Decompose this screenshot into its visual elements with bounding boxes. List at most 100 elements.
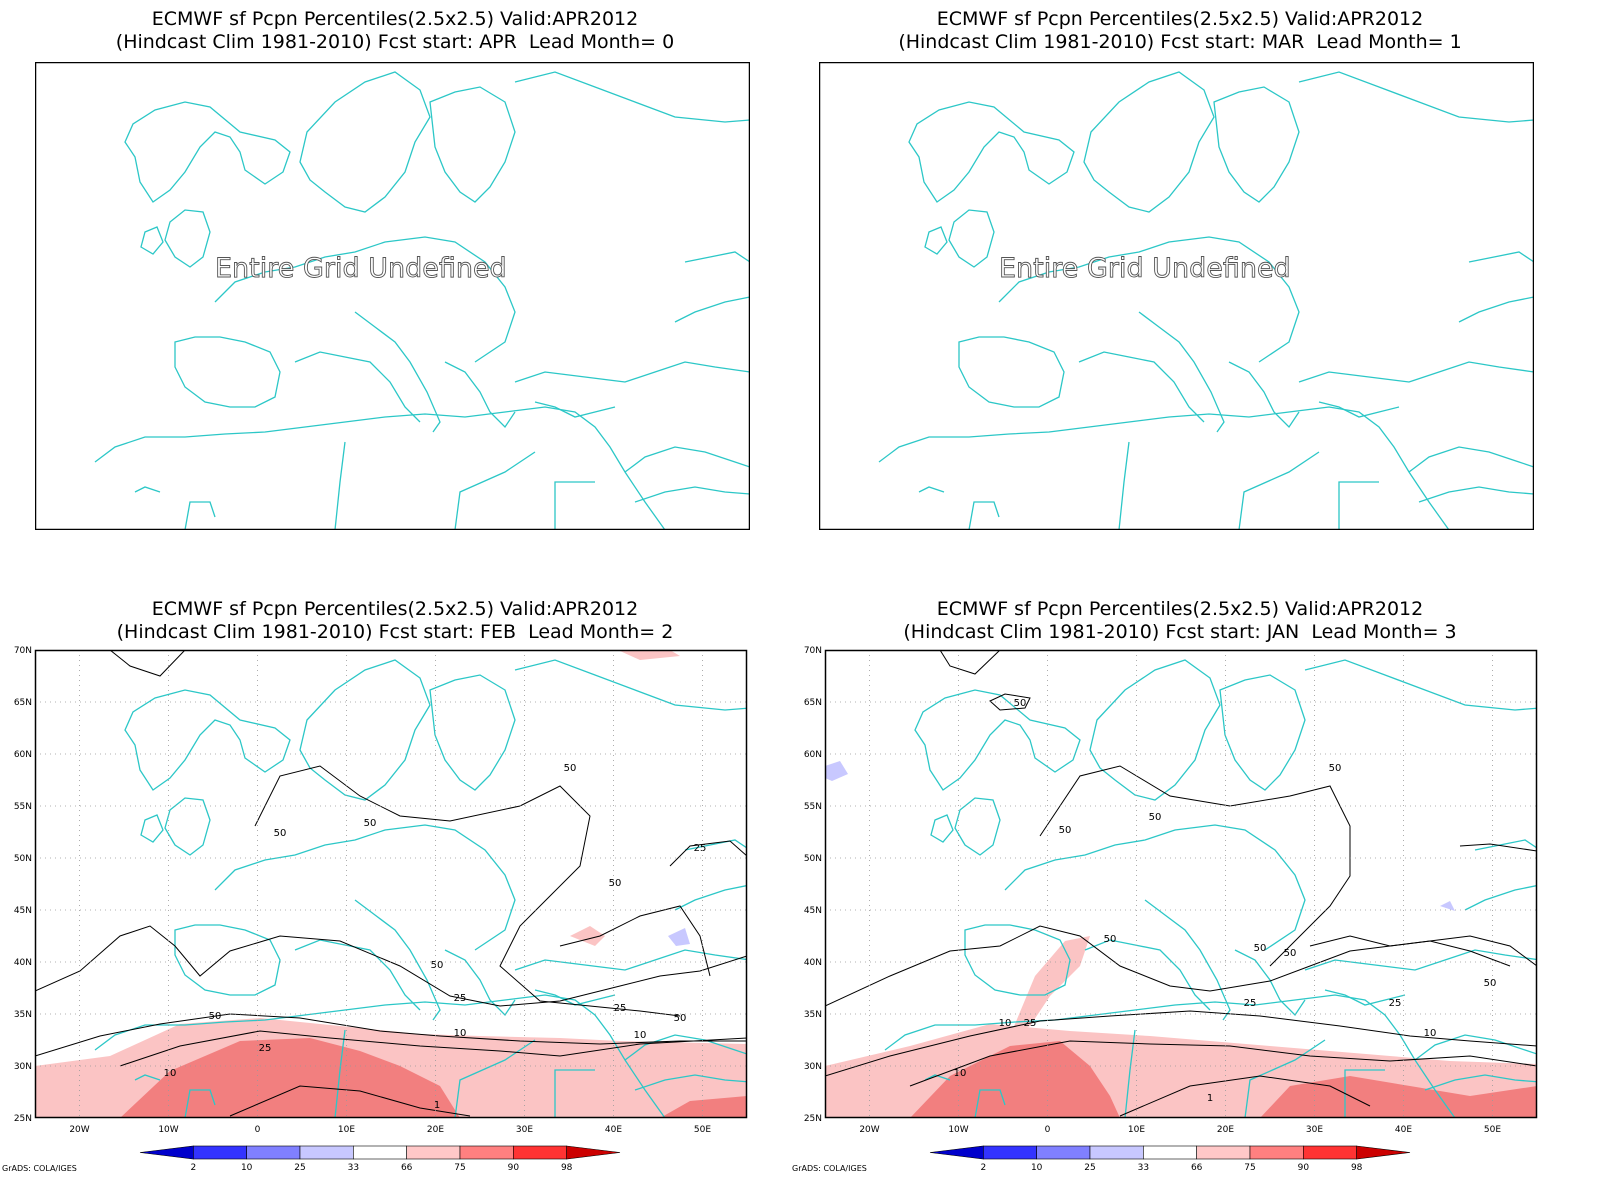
contour-line <box>1309 935 1511 967</box>
coastline-segment <box>1234 949 1306 1017</box>
coastline-segment <box>354 311 441 433</box>
coastline-segment <box>429 86 516 203</box>
lon-tick-label: 10E <box>338 1125 355 1135</box>
coastline-segment <box>140 814 164 843</box>
contour-label: 50 <box>674 1013 687 1024</box>
coastline-segment <box>1408 446 1534 473</box>
lon-tick-label: 20W <box>859 1125 879 1135</box>
coastline-segment <box>878 406 1450 530</box>
lat-tick-label: 35N <box>14 1010 32 1020</box>
contour-label: 1 <box>1207 1093 1213 1104</box>
coastline-segment <box>299 71 431 213</box>
legend-swatch <box>193 1145 247 1160</box>
lon-tick-label: 50E <box>694 1125 711 1135</box>
coastline-segment <box>429 674 516 791</box>
coastline-segment <box>134 1074 161 1081</box>
coastline-segment <box>958 336 1065 408</box>
coastline-segment <box>1298 71 1534 123</box>
lat-tick-label: 55N <box>804 802 822 812</box>
coastline-map <box>94 71 750 530</box>
lat-tick-label: 45N <box>14 906 32 916</box>
legend-break-label: 10 <box>241 1163 253 1173</box>
undefined-message: Entire Grid Undefined <box>999 253 1291 284</box>
lon-tick-label: 30E <box>1306 1125 1323 1135</box>
lon-tick-label: 30E <box>516 1125 533 1135</box>
legend-break-label: 33 <box>348 1163 359 1173</box>
contour-label: 50 <box>1059 825 1072 836</box>
legend-swatch <box>983 1145 1037 1160</box>
lon-tick-label: 20W <box>69 1125 89 1135</box>
contour-line <box>825 925 1537 1007</box>
legend-break-label: 2 <box>190 1163 196 1173</box>
legend-swatch <box>1036 1145 1091 1160</box>
legend-colorbar: 2 10 25 33 66 75 90 98 <box>139 1145 621 1173</box>
contour-label: 50 <box>564 763 577 774</box>
lat-tick-label: 40N <box>804 958 822 968</box>
lat-tick-label: 30N <box>804 1062 822 1072</box>
coastline-segment <box>134 486 161 493</box>
undefined-message: Entire Grid Undefined <box>215 253 507 284</box>
coastline-segment <box>1219 674 1306 791</box>
legend-swatch <box>1356 1145 1411 1160</box>
coastline-segment <box>1474 839 1537 851</box>
shade-90-98 <box>120 1038 747 1118</box>
contour-label: 50 <box>274 828 287 839</box>
coastline-segment <box>914 689 1081 791</box>
lat-tick-label: 35N <box>804 1010 822 1020</box>
coastline-segment <box>444 949 516 1017</box>
coastline-segment <box>454 1039 536 1118</box>
coastline-segment <box>908 101 1075 203</box>
coastline-segment <box>948 209 995 268</box>
coastline-segment <box>1304 659 1537 711</box>
panel-title-line1: ECMWF sf Pcpn Percentiles(2.5x2.5) Valid… <box>151 598 639 620</box>
coastline-segment <box>974 1089 1006 1118</box>
coastline-segment <box>294 939 421 1011</box>
legend-swatch <box>513 1145 567 1160</box>
lat-tick-label: 40N <box>14 958 32 968</box>
data-map: 50 50 50 50 50 25 25 25 10 10 10 50 1 25 50 70N 65N 60N 55… <box>2 646 748 1173</box>
coastline-segment <box>624 446 750 473</box>
contour-label: 50 <box>209 1011 222 1022</box>
legend-break-label: 75 <box>1244 1163 1255 1173</box>
coastline-segment <box>534 401 616 418</box>
panel-title-line2: (Hindcast Clim 1981-2010) Fcst start: FE… <box>116 621 674 643</box>
coastline-segment <box>1228 361 1300 429</box>
coastline-segment <box>674 884 747 911</box>
contour-label: 25 <box>1244 998 1257 1009</box>
coastline-segment <box>1414 1034 1537 1061</box>
contour-label: 50 <box>1014 698 1027 709</box>
coastline-segment <box>684 839 747 851</box>
coastline-segment <box>94 994 666 1118</box>
legend-break-label: 2 <box>980 1163 986 1173</box>
coastline-segment <box>1144 899 1231 1021</box>
coastline-segment <box>964 924 1071 996</box>
coastline-segment <box>94 406 666 530</box>
shade-low-patch <box>1440 901 1455 911</box>
coastline-segment <box>124 689 291 791</box>
contour-label: 50 <box>1284 948 1297 959</box>
lat-tick-label: 70N <box>804 646 822 656</box>
contour-label: 50 <box>609 878 622 889</box>
legend-break-label: 90 <box>1298 1163 1310 1173</box>
shade-low-patch <box>668 928 690 946</box>
lon-tick-label: 0 <box>255 1125 261 1135</box>
contour-label: 50 <box>364 818 377 829</box>
contour-line <box>825 1010 1537 1077</box>
map-area: 50 50 50 50 50 50 50 25 25 25 10 10 10 50 1 <box>825 650 1537 1118</box>
map-frame: Entire Grid Undefined <box>819 62 1534 530</box>
coastline-segment <box>998 236 1300 363</box>
grads-credit: GrADS: COLA/IGES <box>792 1164 867 1173</box>
data-map: 50 50 50 50 50 50 50 25 25 25 10 10 10 50 1 70N 65N 60N 55… <box>792 646 1538 1173</box>
contour-line <box>1039 765 1351 967</box>
coastline-segment <box>1078 351 1205 423</box>
lat-tick-label: 50N <box>804 854 822 864</box>
shade-patch <box>570 926 605 946</box>
coastline-segment <box>634 486 750 503</box>
coastline-segment <box>1004 824 1306 951</box>
coastline-segment <box>1083 71 1215 213</box>
coastline-segment <box>1458 296 1534 323</box>
lon-tick-label: 10W <box>158 1125 178 1135</box>
shade-90-98 <box>910 1041 1537 1118</box>
panel-lead2: ECMWF sf Pcpn Percentiles(2.5x2.5) Valid… <box>0 590 790 1200</box>
legend-swatch <box>246 1145 301 1160</box>
